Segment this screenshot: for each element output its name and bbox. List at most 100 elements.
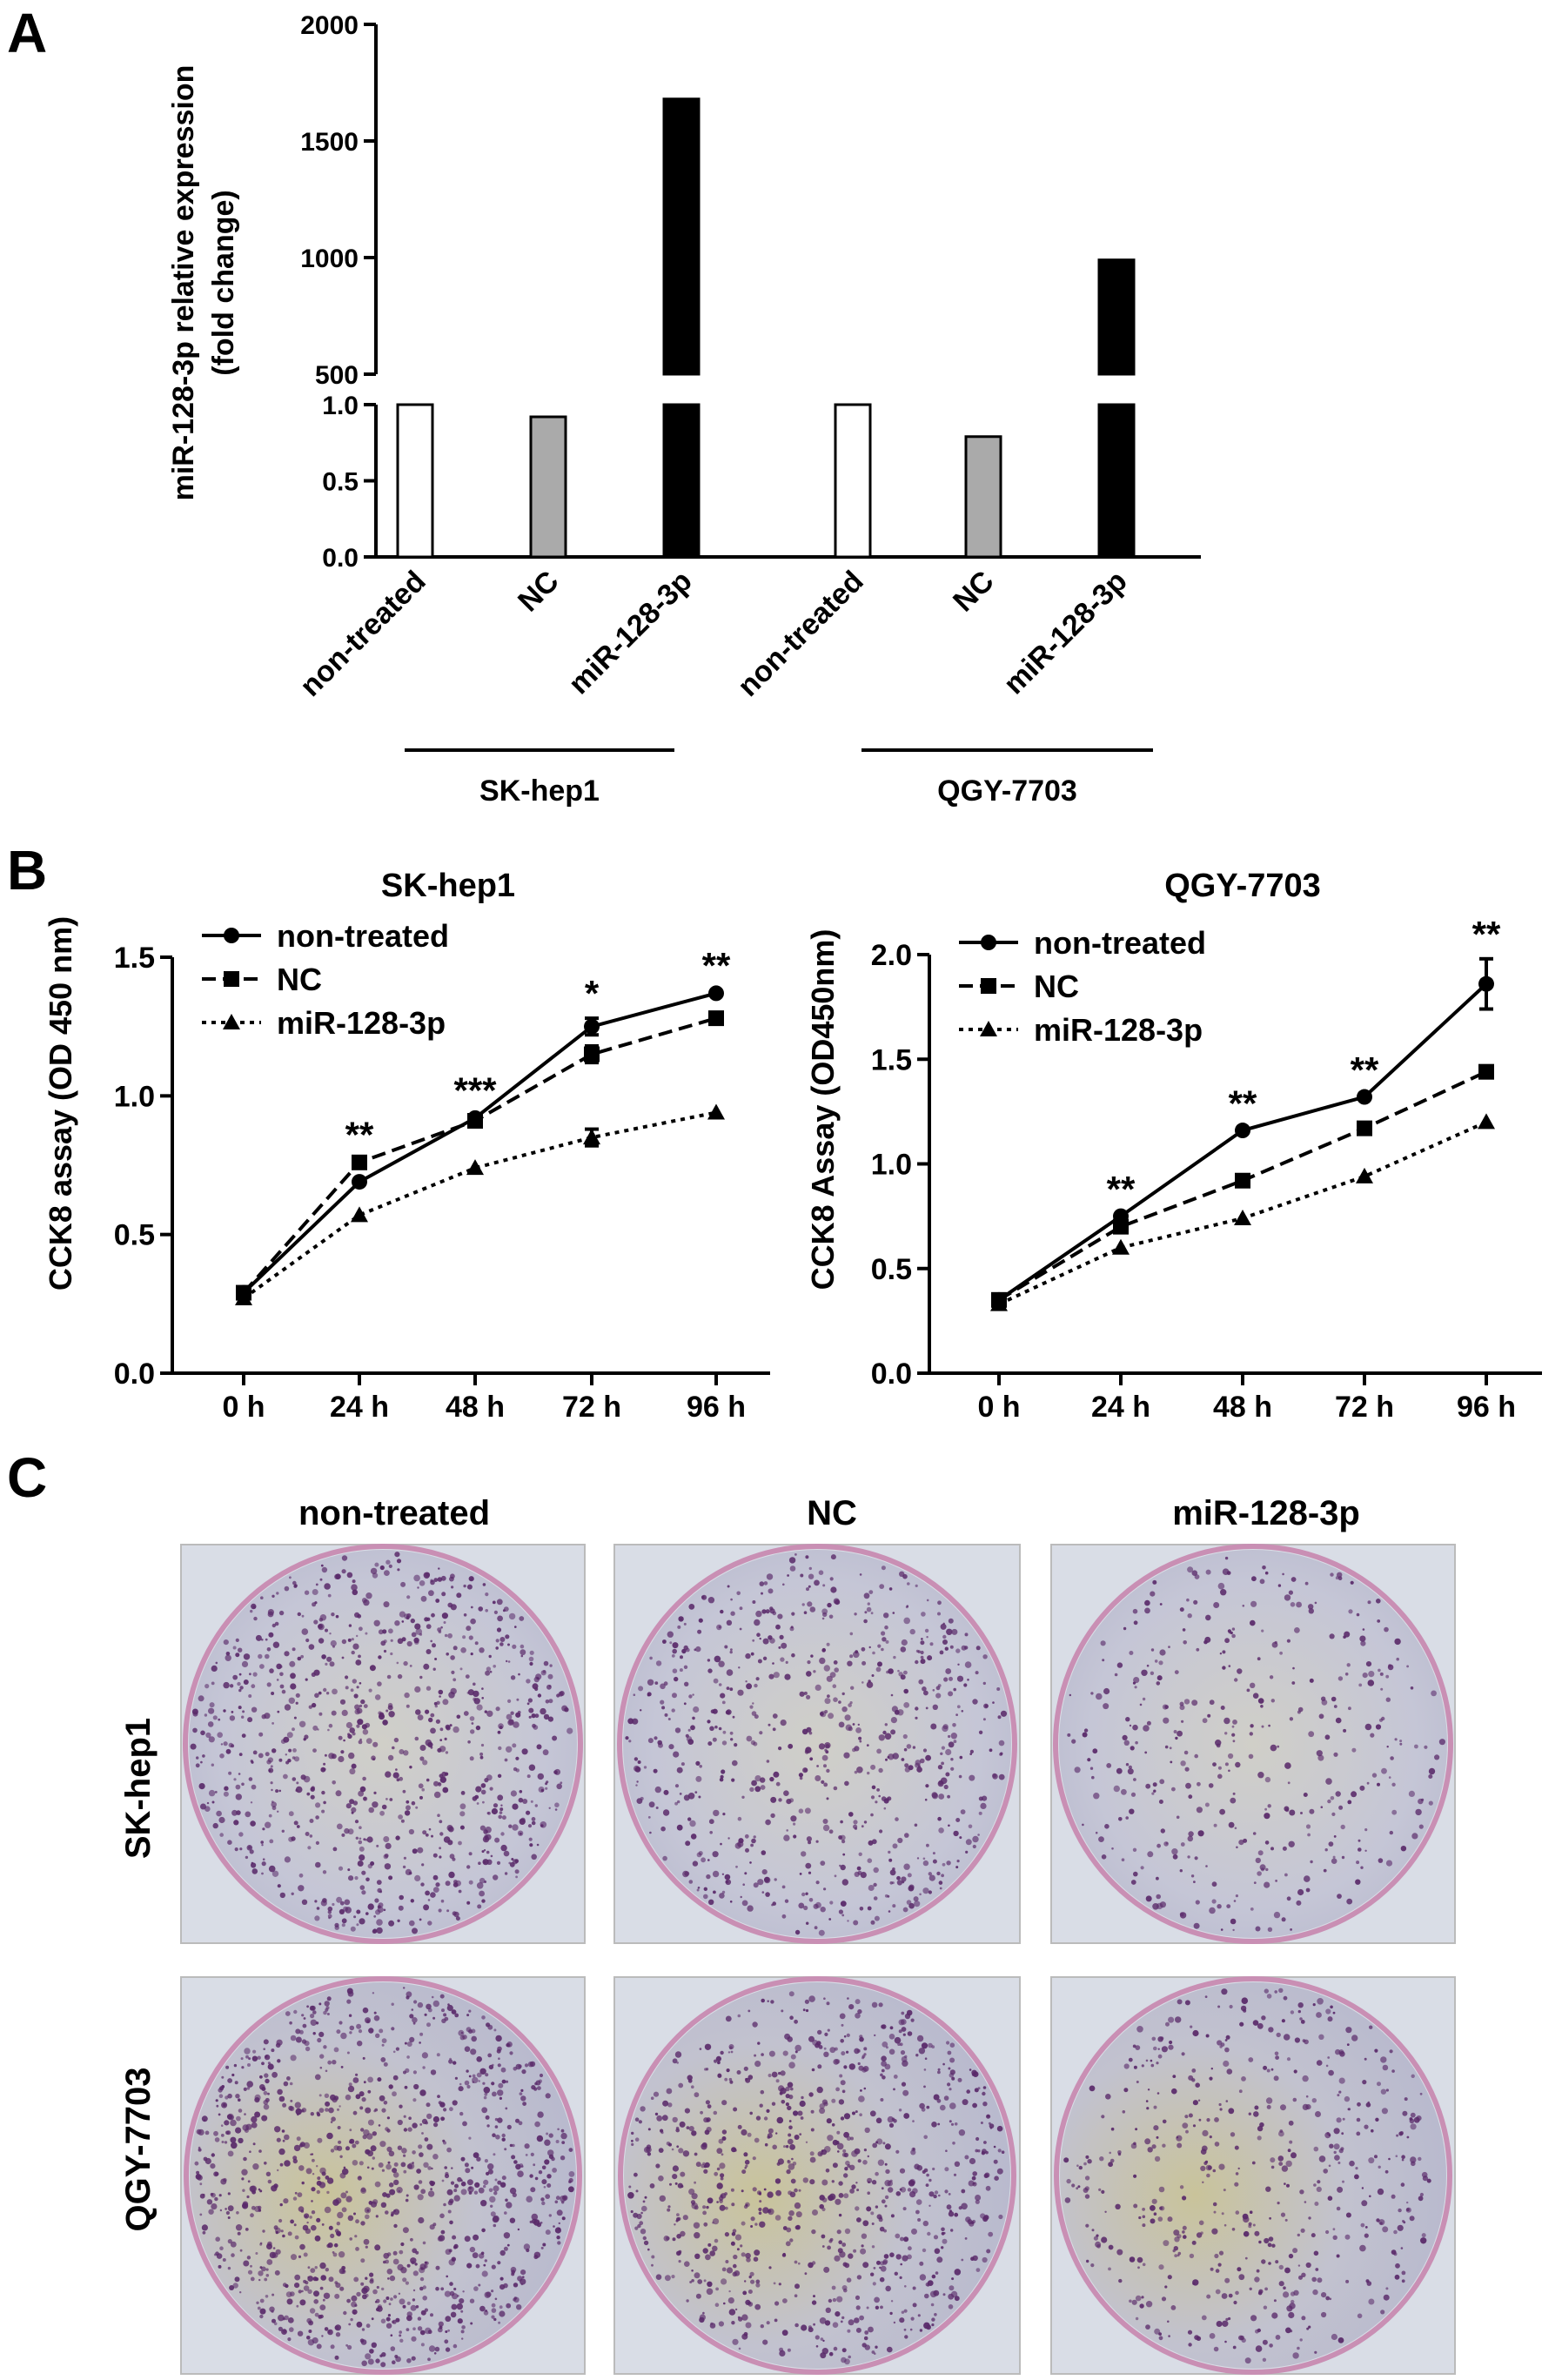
colony-dot bbox=[531, 1854, 537, 1860]
colony-dot bbox=[319, 2304, 326, 2311]
colony-dot bbox=[923, 2135, 928, 2140]
colony-dot bbox=[479, 1752, 484, 1756]
colony-dot bbox=[426, 2022, 431, 2028]
colony-dot bbox=[278, 2314, 285, 2322]
colony-dot bbox=[1188, 1831, 1194, 1837]
colony-dot bbox=[419, 2276, 425, 2282]
colony-dot bbox=[194, 2161, 199, 2166]
colony-dot bbox=[324, 1753, 327, 1757]
colony-dot bbox=[697, 1629, 702, 1634]
colony-dot bbox=[1286, 2057, 1291, 2062]
colony-dot bbox=[361, 1724, 367, 1730]
colony-dot bbox=[272, 2247, 276, 2249]
colony-dot bbox=[903, 1863, 910, 1870]
colony-dot bbox=[788, 1557, 796, 1564]
colony-dot bbox=[842, 2149, 847, 2153]
colony-dot bbox=[267, 2092, 270, 2095]
colony-dot bbox=[415, 2305, 419, 2309]
colony-dot bbox=[496, 1860, 501, 1865]
colony-dot bbox=[883, 2254, 889, 2259]
colony-dot bbox=[721, 1769, 726, 1774]
colony-dot bbox=[908, 1902, 915, 1909]
colony-dot bbox=[1212, 2169, 1217, 2173]
significance-stars: ** bbox=[1229, 1083, 1257, 1124]
colony-dot bbox=[680, 1655, 683, 1659]
colony-dot bbox=[225, 1654, 231, 1662]
colony-dot bbox=[1150, 2059, 1153, 2062]
colony-dot bbox=[935, 1693, 942, 1699]
colony-dot bbox=[975, 2149, 979, 2153]
colony-dot bbox=[728, 2044, 734, 2049]
colony-dot bbox=[1333, 2128, 1340, 2135]
colony-dot bbox=[785, 2086, 790, 2092]
colony-dot bbox=[1176, 1815, 1180, 1820]
colony-dot bbox=[1379, 1672, 1384, 1676]
colony-dot bbox=[419, 2286, 424, 2291]
colony-dot bbox=[937, 2122, 941, 2126]
colony-dot bbox=[808, 2035, 815, 2042]
colony-dot bbox=[1063, 2157, 1069, 2163]
colony-dot bbox=[1255, 1926, 1261, 1932]
colony-dot bbox=[664, 2275, 671, 2282]
colony-dot bbox=[1177, 1999, 1183, 2005]
colony-dot bbox=[1277, 2202, 1280, 2205]
colony-dot bbox=[202, 1754, 205, 1758]
colony-dot bbox=[817, 2029, 822, 2035]
colony-dot bbox=[861, 2056, 865, 2060]
colony-dot bbox=[866, 2206, 872, 2212]
colony-dot bbox=[857, 2159, 861, 2163]
colony-dot bbox=[427, 1921, 432, 1926]
colony-dot bbox=[1087, 2159, 1092, 2164]
colony-dot bbox=[404, 1692, 410, 1699]
colony-dot bbox=[805, 2141, 808, 2143]
colony-dot bbox=[901, 1876, 907, 1882]
colony-dot bbox=[1172, 2075, 1177, 2079]
colony-dot bbox=[1217, 1766, 1222, 1770]
colony-dot bbox=[1257, 2125, 1264, 2132]
colony-dot bbox=[774, 2301, 780, 2306]
colony-dot bbox=[847, 1997, 849, 2000]
colony-dot bbox=[1367, 1600, 1371, 1605]
colony-dot bbox=[895, 2149, 900, 2154]
y-tick-label: 1.5 bbox=[871, 1043, 912, 1076]
colony-dot bbox=[798, 1808, 804, 1813]
colony-dot bbox=[714, 2171, 719, 2176]
colony-dot bbox=[499, 2276, 504, 2281]
colony-dot bbox=[868, 1885, 875, 1891]
colony-dot bbox=[691, 2202, 698, 2209]
colony-dot bbox=[560, 1781, 563, 1785]
colony-dot bbox=[394, 1620, 400, 1626]
colony-dot bbox=[1067, 1733, 1071, 1737]
colony-dot bbox=[385, 2323, 392, 2329]
colony-dot bbox=[310, 2014, 315, 2019]
colony-dot bbox=[432, 1874, 439, 1881]
colony-dot bbox=[493, 2185, 499, 2192]
colony-dot bbox=[647, 2128, 651, 2131]
colony-dot bbox=[856, 2217, 861, 2222]
colony-dot bbox=[303, 2279, 307, 2283]
colony-dot bbox=[443, 2108, 447, 2112]
colony-dot bbox=[1333, 1752, 1338, 1757]
colony-dot bbox=[1118, 1817, 1123, 1821]
colony-dot bbox=[965, 1850, 969, 1854]
colony-dot bbox=[474, 2182, 480, 2188]
colony-dot bbox=[938, 2194, 941, 2197]
colony-dot bbox=[663, 2236, 670, 2242]
colony-dot bbox=[1289, 2303, 1296, 2310]
colony-dot bbox=[509, 2143, 513, 2148]
colony-dot bbox=[319, 2167, 326, 2175]
colony-dot bbox=[1320, 1806, 1324, 1808]
marker-circle bbox=[1235, 1123, 1250, 1139]
colony-dot bbox=[242, 1710, 245, 1713]
colony-dot bbox=[877, 1644, 882, 1648]
colony-dot bbox=[504, 1872, 508, 1875]
colony-dot bbox=[695, 1760, 701, 1766]
colony-dot bbox=[499, 2096, 503, 2100]
colony-dot bbox=[808, 2327, 814, 2333]
colony-dot bbox=[369, 1665, 376, 1672]
colony-dot bbox=[1418, 2156, 1422, 2162]
colony-dot bbox=[345, 2146, 350, 2151]
panel-label-a: A bbox=[7, 2, 47, 64]
colony-dot bbox=[1222, 1666, 1226, 1670]
colony-dot bbox=[842, 1853, 846, 1856]
